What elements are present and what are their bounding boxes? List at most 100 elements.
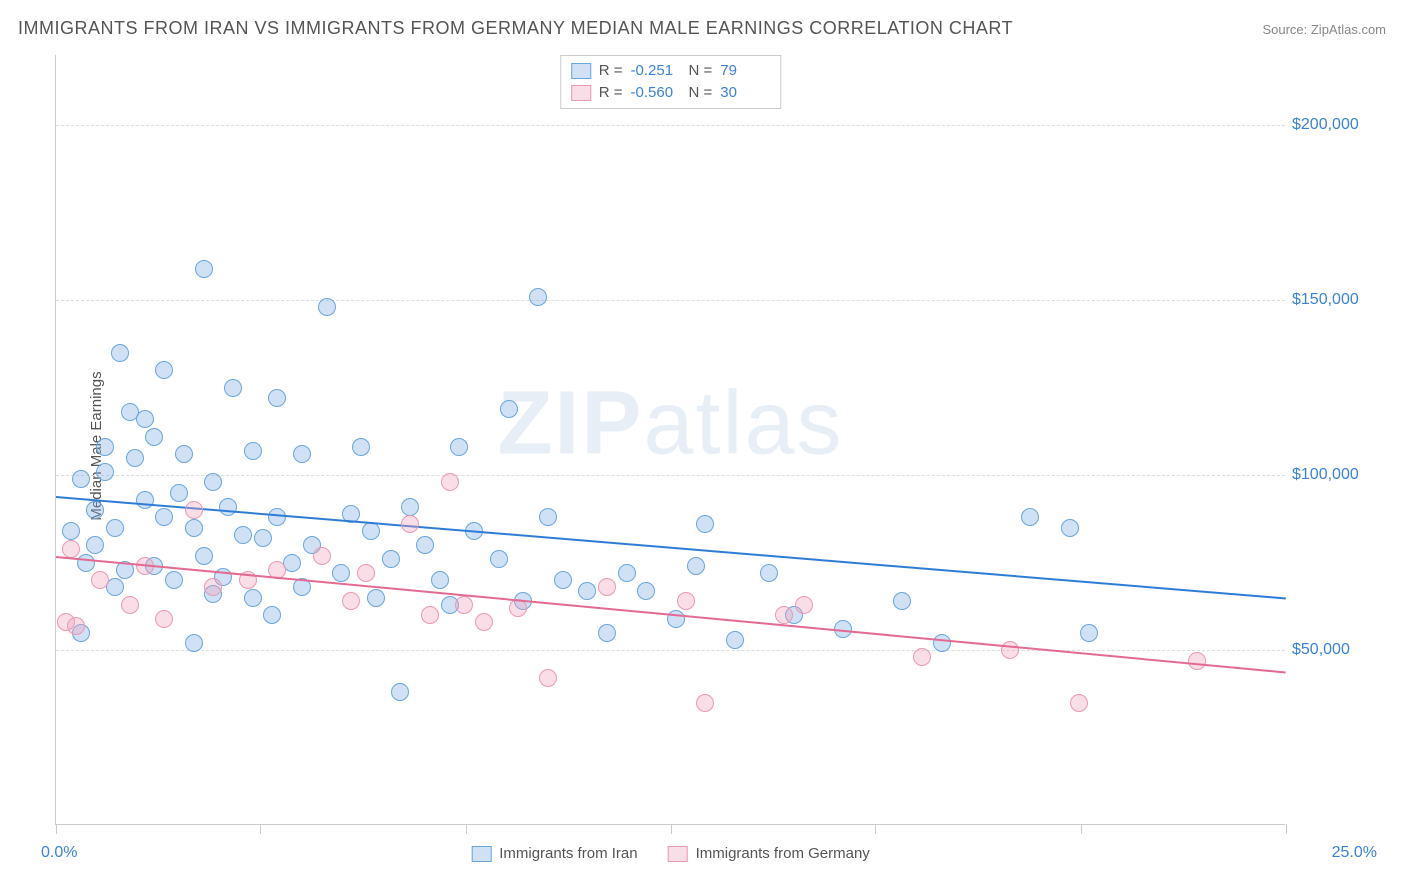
gridline	[56, 650, 1285, 651]
watermark-bold: ZIP	[497, 374, 643, 474]
scatter-point	[529, 288, 547, 306]
scatter-point	[1188, 652, 1206, 670]
scatter-point	[1001, 641, 1019, 659]
scatter-point	[391, 683, 409, 701]
scatter-point	[500, 400, 518, 418]
scatter-point	[539, 508, 557, 526]
scatter-point	[726, 631, 744, 649]
scatter-point	[554, 571, 572, 589]
n-value-series-2: 30	[720, 82, 770, 104]
scatter-point	[455, 596, 473, 614]
scatter-point	[362, 522, 380, 540]
scatter-point	[687, 557, 705, 575]
y-tick-label: $50,000	[1292, 641, 1387, 659]
scatter-point	[677, 592, 695, 610]
source-label: Source: ZipAtlas.com	[1262, 22, 1386, 37]
correlation-stats-box: R = -0.251 N = 79 R = -0.560 N = 30	[560, 55, 782, 109]
x-tick	[1286, 824, 1287, 834]
scatter-point	[268, 389, 286, 407]
scatter-point	[86, 501, 104, 519]
chart-plot-area: ZIPatlas R = -0.251 N = 79 R = -0.560 N …	[55, 55, 1285, 825]
r-label: R =	[599, 82, 623, 104]
x-tick	[1081, 824, 1082, 834]
stats-row-series-2: R = -0.560 N = 30	[571, 82, 771, 104]
scatter-point	[293, 445, 311, 463]
scatter-point	[313, 547, 331, 565]
scatter-point	[431, 571, 449, 589]
scatter-point	[637, 582, 655, 600]
scatter-point	[490, 550, 508, 568]
r-label: R =	[599, 60, 623, 82]
x-tick	[875, 824, 876, 834]
scatter-point	[254, 529, 272, 547]
scatter-point	[263, 606, 281, 624]
scatter-point	[195, 260, 213, 278]
scatter-point	[185, 501, 203, 519]
scatter-point	[367, 589, 385, 607]
scatter-point	[170, 484, 188, 502]
scatter-point	[244, 442, 262, 460]
scatter-point	[224, 379, 242, 397]
scatter-point	[91, 571, 109, 589]
trend-line	[56, 556, 1286, 673]
x-tick	[671, 824, 672, 834]
x-tick	[260, 824, 261, 834]
scatter-point	[62, 522, 80, 540]
scatter-point	[598, 578, 616, 596]
scatter-point	[185, 519, 203, 537]
legend-item-series-1: Immigrants from Iran	[471, 845, 637, 862]
scatter-point	[67, 617, 85, 635]
swatch-series-2	[668, 846, 688, 862]
r-value-series-1: -0.251	[631, 60, 681, 82]
scatter-point	[416, 536, 434, 554]
scatter-point	[165, 571, 183, 589]
scatter-point	[401, 515, 419, 533]
gridline	[56, 300, 1285, 301]
y-tick-label: $100,000	[1292, 466, 1387, 484]
scatter-point	[72, 470, 90, 488]
scatter-point	[195, 547, 213, 565]
y-tick-label: $150,000	[1292, 291, 1387, 309]
scatter-point	[667, 610, 685, 628]
gridline	[56, 475, 1285, 476]
scatter-point	[136, 410, 154, 428]
scatter-point	[145, 428, 163, 446]
scatter-point	[1061, 519, 1079, 537]
scatter-point	[204, 578, 222, 596]
scatter-point	[77, 554, 95, 572]
x-axis-min-label: 0.0%	[41, 844, 77, 862]
scatter-point	[795, 596, 813, 614]
scatter-point	[618, 564, 636, 582]
scatter-point	[62, 540, 80, 558]
gridline	[56, 125, 1285, 126]
scatter-point	[155, 361, 173, 379]
y-tick-label: $200,000	[1292, 116, 1387, 134]
scatter-point	[696, 694, 714, 712]
n-value-series-1: 79	[720, 60, 770, 82]
scatter-point	[204, 473, 222, 491]
scatter-point	[121, 596, 139, 614]
scatter-point	[1070, 694, 1088, 712]
swatch-series-1	[471, 846, 491, 862]
scatter-point	[401, 498, 419, 516]
scatter-point	[111, 344, 129, 362]
scatter-point	[933, 634, 951, 652]
scatter-point	[318, 298, 336, 316]
watermark-light: atlas	[643, 374, 843, 474]
scatter-point	[913, 648, 931, 666]
scatter-point	[1080, 624, 1098, 642]
scatter-point	[234, 526, 252, 544]
x-tick	[466, 824, 467, 834]
scatter-point	[106, 519, 124, 537]
series-legend: Immigrants from Iran Immigrants from Ger…	[471, 845, 870, 862]
scatter-point	[357, 564, 375, 582]
legend-label-series-1: Immigrants from Iran	[499, 845, 637, 862]
scatter-point	[893, 592, 911, 610]
scatter-point	[342, 592, 360, 610]
chart-title: IMMIGRANTS FROM IRAN VS IMMIGRANTS FROM …	[18, 18, 1013, 39]
scatter-point	[441, 473, 459, 491]
scatter-point	[96, 438, 114, 456]
scatter-point	[1021, 508, 1039, 526]
r-value-series-2: -0.560	[631, 82, 681, 104]
scatter-point	[126, 449, 144, 467]
